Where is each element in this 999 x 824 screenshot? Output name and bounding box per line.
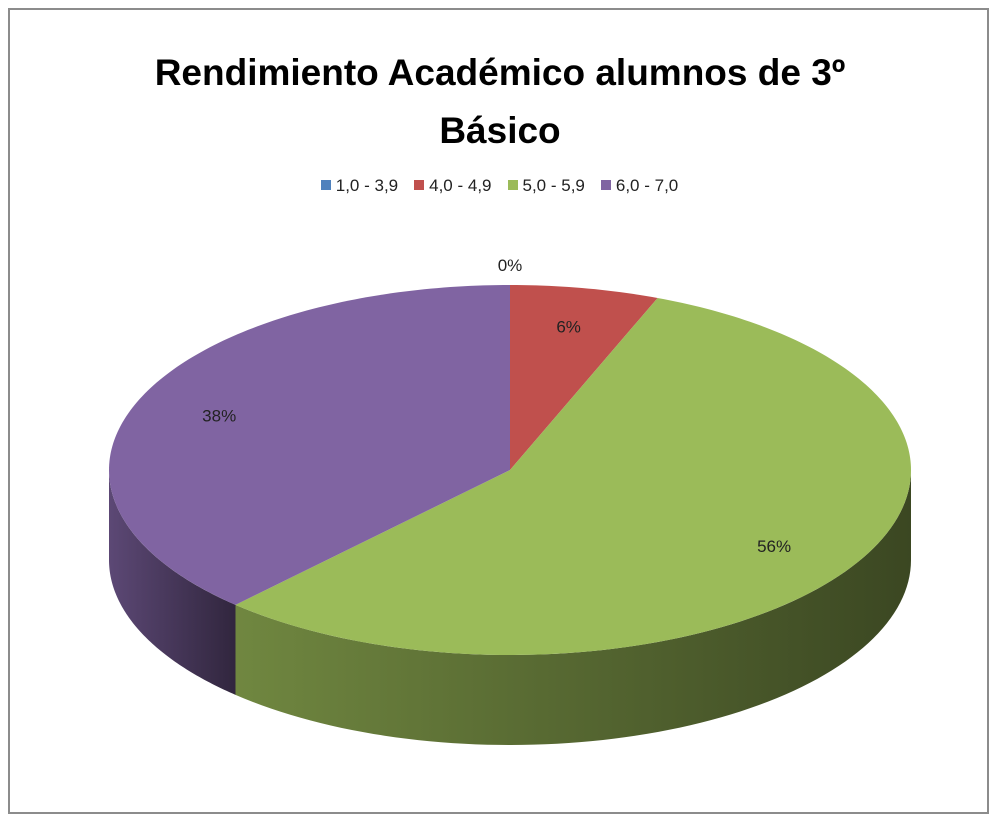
data-label: 6% (556, 318, 581, 337)
slice-top (235, 297, 911, 655)
legend-item: 4,0 - 4,9 (414, 176, 492, 196)
legend-swatch (600, 180, 611, 190)
legend-label: 5,0 - 5,9 (522, 176, 585, 195)
slice-side (109, 470, 236, 695)
legend-label: 6,0 - 7,0 (615, 176, 679, 195)
legend-swatch (507, 180, 518, 190)
legend-item: 5,0 - 5,9 (507, 176, 585, 196)
legend-label: 1,0 - 3,9 (335, 176, 399, 195)
legend-swatch (320, 180, 331, 190)
slice-top (510, 285, 658, 470)
legend-item: 6,0 - 7,0 (600, 176, 679, 196)
slice (235, 297, 912, 745)
legend: 1,0 - 3,9 4,0 - 4,9 5,0 - 5,9 6,0 - 7,0 (0, 176, 999, 196)
data-label: 38% (202, 406, 236, 425)
legend-item: 1,0 - 3,9 (320, 176, 399, 196)
slice (510, 285, 658, 470)
legend-label: 4,0 - 4,9 (429, 176, 492, 195)
slice-top (109, 285, 510, 605)
data-label: 56% (757, 537, 791, 556)
slice-side (235, 470, 912, 745)
slice (109, 285, 510, 695)
chart-frame (8, 8, 989, 814)
chart-title: Rendimiento Académico alumnos de 3º Bási… (154, 52, 846, 151)
data-label: 0% (498, 256, 523, 275)
legend-swatch (414, 180, 425, 190)
